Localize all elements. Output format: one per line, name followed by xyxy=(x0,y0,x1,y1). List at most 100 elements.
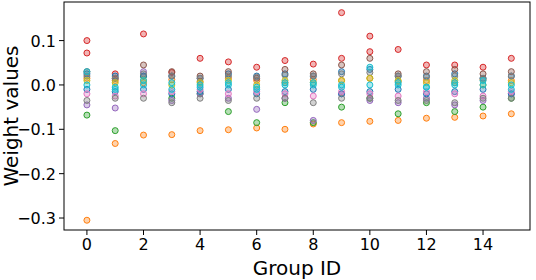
point xyxy=(423,62,429,68)
point xyxy=(112,141,118,147)
point xyxy=(310,80,316,86)
y-tick-label: 0.0 xyxy=(31,76,56,95)
point xyxy=(480,82,486,88)
x-tick-label: 4 xyxy=(195,235,205,254)
point xyxy=(452,80,458,86)
point xyxy=(84,50,90,56)
point xyxy=(169,73,175,79)
point xyxy=(452,109,458,115)
point xyxy=(141,78,147,84)
point xyxy=(310,117,316,123)
point xyxy=(452,114,458,120)
point xyxy=(480,82,486,88)
y-tick xyxy=(59,218,64,219)
point xyxy=(225,91,231,97)
point xyxy=(508,95,514,101)
point xyxy=(480,64,486,70)
point xyxy=(339,95,345,101)
point xyxy=(339,62,345,68)
point xyxy=(84,69,90,75)
y-tick-label: −0.3 xyxy=(17,209,56,228)
y-tick xyxy=(59,129,64,130)
y-tick-label: 0.1 xyxy=(31,32,56,51)
point xyxy=(112,105,118,111)
point xyxy=(367,95,373,101)
point xyxy=(254,95,260,101)
point xyxy=(282,126,288,132)
x-tick-label: 0 xyxy=(82,235,92,254)
y-tick xyxy=(59,40,64,41)
point xyxy=(452,100,458,106)
point xyxy=(367,55,373,61)
point xyxy=(339,10,345,16)
plot-frame xyxy=(64,2,530,230)
point xyxy=(254,74,260,80)
point xyxy=(339,55,345,61)
point xyxy=(282,95,288,101)
x-tick-label: 12 xyxy=(416,235,436,254)
point xyxy=(480,95,486,101)
point xyxy=(197,55,203,61)
point xyxy=(395,117,401,123)
point xyxy=(112,95,118,101)
points xyxy=(84,10,514,224)
point xyxy=(367,33,373,39)
y-axis-label: Weight values xyxy=(0,45,23,186)
chart-root: 02468101214−0.3−0.2−0.10.00.1Group IDWei… xyxy=(0,0,536,280)
point xyxy=(339,120,345,126)
point xyxy=(84,69,90,75)
point xyxy=(225,80,231,86)
point xyxy=(508,73,514,79)
point xyxy=(452,66,458,72)
point xyxy=(310,100,316,106)
point xyxy=(339,104,345,110)
x-tick-label: 6 xyxy=(252,235,262,254)
point xyxy=(141,132,147,138)
point xyxy=(508,95,514,101)
point xyxy=(112,128,118,134)
point xyxy=(310,73,316,79)
x-tick-label: 2 xyxy=(138,235,148,254)
point xyxy=(169,80,175,86)
x-tick-label: 10 xyxy=(360,235,380,254)
point xyxy=(225,59,231,65)
point xyxy=(141,71,147,77)
point xyxy=(225,97,231,103)
point xyxy=(480,113,486,119)
point xyxy=(169,132,175,138)
point xyxy=(423,97,429,103)
point xyxy=(169,100,175,106)
point xyxy=(367,75,373,81)
x-tick-label: 8 xyxy=(308,235,318,254)
x-axis-label: Group ID xyxy=(253,256,342,280)
point xyxy=(508,82,514,88)
point xyxy=(423,84,429,90)
point xyxy=(282,66,288,72)
point xyxy=(367,49,373,55)
point xyxy=(84,97,90,103)
point xyxy=(84,112,90,118)
point xyxy=(423,84,429,90)
point xyxy=(197,128,203,134)
point xyxy=(282,58,288,64)
point xyxy=(254,73,260,79)
point xyxy=(395,111,401,117)
point xyxy=(423,74,429,80)
point xyxy=(367,75,373,81)
point xyxy=(310,73,316,79)
point xyxy=(141,62,147,68)
point xyxy=(84,38,90,44)
point xyxy=(254,106,260,112)
x-tick-label: 14 xyxy=(473,235,493,254)
y-tick xyxy=(59,173,64,174)
point xyxy=(395,82,401,88)
point xyxy=(508,111,514,117)
point xyxy=(84,217,90,223)
point xyxy=(197,95,203,101)
point xyxy=(84,91,90,97)
point xyxy=(141,31,147,37)
point xyxy=(339,82,345,88)
point xyxy=(282,95,288,101)
point xyxy=(254,86,260,92)
point xyxy=(452,80,458,86)
